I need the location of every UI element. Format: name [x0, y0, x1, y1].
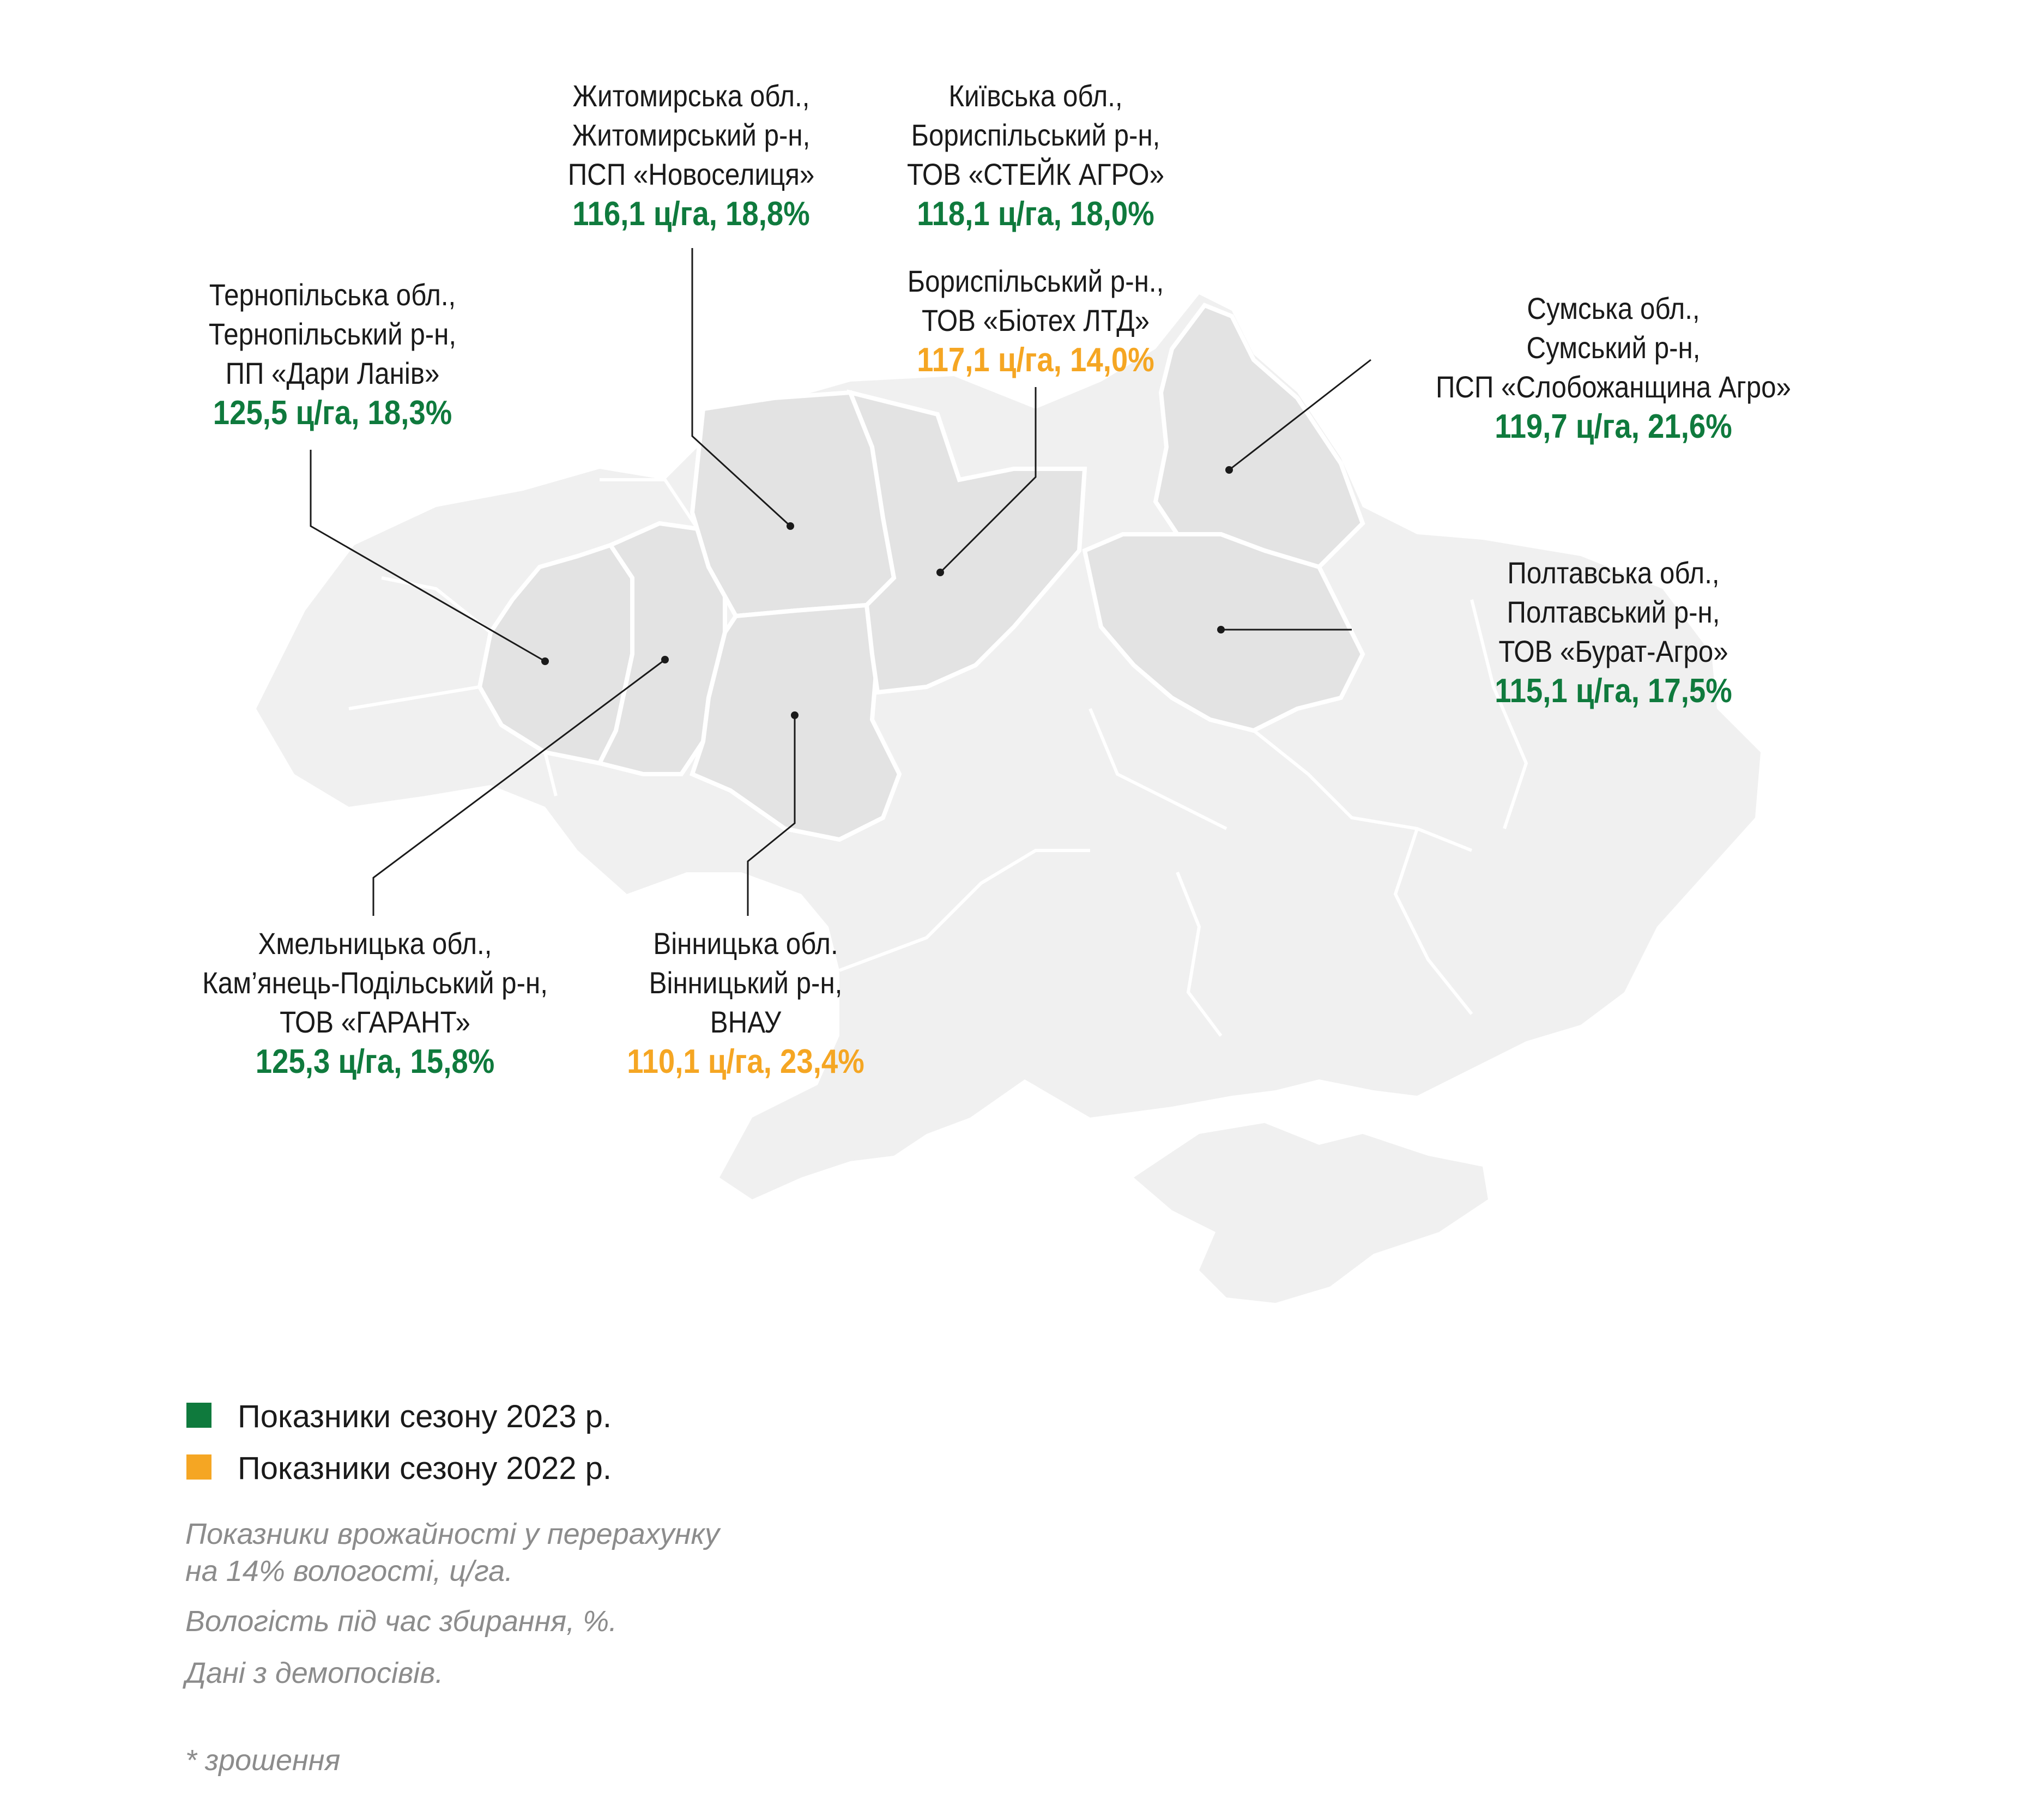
callout-text: ТОВ «Бурат-Агро»: [1498, 634, 1728, 668]
callout-text: ТОВ «ГАРАНТ»: [280, 1005, 470, 1039]
callout-text: Тернопільська обл.,: [209, 277, 456, 312]
callout-text: ПСП «Новоселиця»: [567, 157, 815, 191]
callout-text: ПСП «Слобожанщина Агро»: [1436, 370, 1791, 404]
note-line: на 14% вологості, ц/га.: [185, 1555, 513, 1587]
callout-text: ВНАУ: [710, 1005, 782, 1039]
callout-text: ТОВ «Біотех ЛТД»: [921, 303, 1150, 337]
callout-value: 125,3 ц/га, 15,8%: [255, 1043, 495, 1080]
callout-khmelnytskyi: Хмельницька обл., Кам’янець-Подільський …: [159, 924, 591, 1082]
callout-text: Хмельницька обл.,: [258, 926, 492, 961]
crimea: [1134, 1123, 1488, 1303]
leader-ternopil: [310, 450, 546, 662]
callout-text: Житомирський р-н,: [572, 118, 811, 152]
leader-zhytomyr: [691, 248, 791, 527]
leader-kyiv-biotech: [939, 387, 1037, 574]
callout-value: 116,1 ц/га, 18,8%: [572, 195, 810, 233]
callout-text: Сумський р-н,: [1526, 330, 1701, 365]
legend-swatch-orange: [186, 1454, 211, 1480]
dot-vinnytsia: [791, 711, 799, 719]
ukraine-mainland: [256, 294, 1761, 1199]
legend-label: Показники сезону 2022 р.: [238, 1451, 612, 1486]
callout-value: 125,5 ц/га, 18,3%: [213, 394, 452, 432]
callout-poltava: Полтавська обл., Полтавський р-н, ТОВ «Б…: [1398, 553, 1829, 711]
callout-text: Київська обл.,: [948, 79, 1123, 113]
dot-kyiv: [936, 569, 944, 576]
note-yield: Показники врожайності у перерахунку на 1…: [185, 1516, 719, 1590]
region-borders: [348, 478, 1528, 1037]
callout-text: ПП «Дари Ланів»: [225, 356, 440, 390]
callout-text: Вінницький р-н,: [649, 965, 843, 1000]
note-source: Дані з демопосівів.: [185, 1657, 444, 1689]
leader-lines: [310, 248, 1371, 916]
oblast-kyiv: [846, 389, 1087, 695]
callout-kyiv-biotech: Бориспільський р-н., ТОВ «Біотех ЛТД» 11…: [820, 262, 1251, 381]
callout-kyiv: Київська обл., Бориспільський р-н, ТОВ «…: [820, 76, 1251, 234]
leader-sumy: [1229, 359, 1371, 471]
note-line: Показники врожайності у перерахунку: [185, 1518, 719, 1550]
callout-ternopil: Тернопільська обл., Тернопільський р-н, …: [117, 275, 548, 433]
callout-sumy: Сумська обл., Сумський р-н, ПСП «Слобожа…: [1398, 289, 1829, 447]
callout-value: 119,7 ц/га, 21,6%: [1495, 408, 1732, 445]
dot-poltava: [1217, 626, 1225, 633]
dot-zhytomyr: [787, 522, 794, 530]
note-moisture: Вологість під час збирання, %.: [185, 1605, 618, 1638]
callout-value: 117,1 ц/га, 14,0%: [917, 341, 1154, 379]
dot-ternopil: [541, 657, 549, 665]
callout-vinnytsia: Вінницька обл. Вінницький р-н, ВНАУ 110,…: [530, 924, 961, 1082]
oblast-poltava: [1082, 532, 1365, 733]
callout-text: Полтавський р-н,: [1507, 595, 1720, 629]
callout-text: Сумська обл.,: [1527, 291, 1700, 325]
note-irrigation-footnote: * зрошення: [185, 1744, 341, 1777]
callout-value: 110,1 ц/га, 23,4%: [627, 1043, 864, 1080]
dot-khmelnytskyi: [661, 656, 669, 663]
callout-text: Полтавська обл.,: [1507, 556, 1720, 590]
callout-value: 118,1 ц/га, 18,0%: [917, 195, 1154, 233]
callout-text: Бориспільський р-н.,: [907, 264, 1164, 298]
callout-text: Бориспільський р-н,: [911, 118, 1160, 152]
pointer-dots: [541, 466, 1233, 719]
callout-zhytomyr: Житомирська обл., Житомирський р-н, ПСП …: [475, 76, 907, 234]
leader-khmelnytskyi: [372, 659, 666, 916]
callout-text: Житомирська обл.,: [572, 79, 810, 113]
callout-text: Вінницька обл.: [653, 926, 838, 961]
dot-sumy: [1225, 466, 1233, 474]
callout-text: Тернопільський р-н,: [208, 317, 457, 351]
legend-label: Показники сезону 2023 р.: [238, 1399, 612, 1434]
legend-swatch-green: [186, 1403, 211, 1428]
callout-text: Кам’янець-Подільський р-н,: [202, 965, 548, 1000]
leader-vinnytsia: [747, 715, 796, 916]
callout-text: ТОВ «СТЕЙК АГРО»: [906, 157, 1165, 191]
callout-value: 115,1 ц/га, 17,5%: [1495, 672, 1732, 710]
